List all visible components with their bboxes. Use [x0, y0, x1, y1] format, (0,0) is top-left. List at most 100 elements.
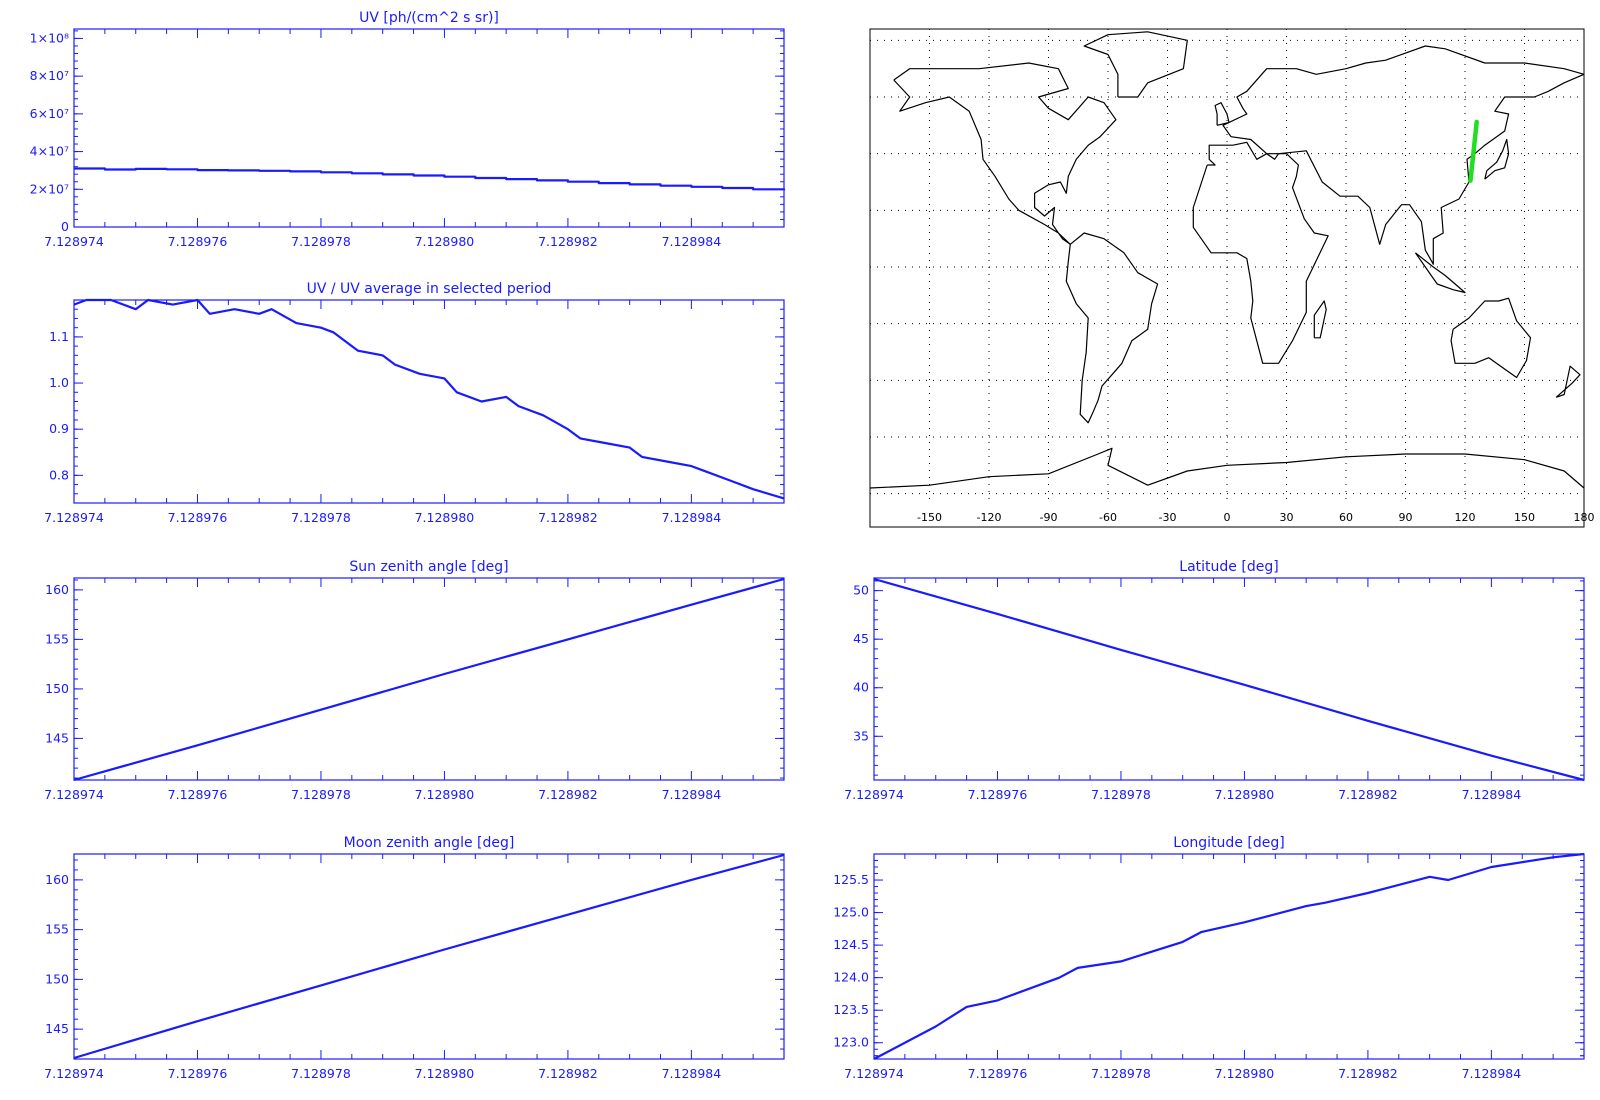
y-tick-label: 1×10⁸	[30, 30, 69, 45]
y-tick-label: 160	[45, 872, 69, 887]
chart-panel-lon: Longitude [deg] 7.128974 7.128976 7.128978 7…	[833, 835, 1585, 1081]
x-tick-label: 7.128984	[662, 234, 722, 249]
y-tick-label: 40	[853, 680, 869, 695]
x-tick-label: 7.128974	[844, 1066, 904, 1081]
plot-frame	[873, 577, 1585, 781]
x-tick-label: 7.128978	[291, 1066, 351, 1081]
x-tick-label: 7.128976	[968, 1066, 1028, 1081]
y-tick-label: 145	[45, 730, 69, 745]
map-lon-label: 120	[1455, 511, 1476, 524]
map-lon-label: 0	[1224, 511, 1231, 524]
map-lon-label: 90	[1399, 511, 1413, 524]
y-tick-label: 50	[853, 583, 869, 598]
x-tick-label: 7.128980	[415, 234, 475, 249]
x-tick-label: 7.128980	[1215, 1066, 1275, 1081]
y-tick-label: 45	[853, 631, 869, 646]
x-tick-label: 7.128984	[662, 510, 722, 525]
chart-panel-moon: Moon zenith angle [deg] 7.128974 7.128976 7…	[44, 835, 785, 1081]
y-tick-label: 1.0	[49, 375, 69, 390]
map-lon-label: -150	[917, 511, 942, 524]
map-lon-label: 150	[1514, 511, 1535, 524]
y-tick-label: 125.5	[833, 872, 869, 887]
chart-panel-lat: Latitude [deg] 7.128974 7.128976 7.128978 7.…	[844, 559, 1585, 802]
series-line	[73, 853, 785, 1060]
chart-title: UV [ph/(cm^2 s sr)]	[359, 10, 499, 26]
map-lon-label: -90	[1040, 511, 1058, 524]
chart-title: Moon zenith angle [deg]	[344, 835, 515, 851]
y-tick-label: 123.5	[833, 1002, 869, 1017]
x-tick-label: 7.128984	[1462, 787, 1522, 802]
chart-title: UV / UV average in selected period	[307, 281, 552, 297]
x-tick-label: 7.128978	[291, 510, 351, 525]
chart-title: Longitude [deg]	[1173, 835, 1284, 851]
chart-panel-uvratio: UV / UV average in selected period 7.1289…	[44, 281, 785, 525]
chart-panel-uv: UV [ph/(cm^2 s sr)] 7.128974 7.128976 7.128…	[30, 10, 786, 249]
map-lon-label: -60	[1099, 511, 1117, 524]
x-tick-label: 7.128974	[44, 787, 104, 802]
x-tick-label: 7.128982	[538, 1066, 598, 1081]
coastline-south-america	[1065, 232, 1159, 424]
chart-title: Sun zenith angle [deg]	[349, 559, 508, 575]
x-tick-label: 7.128976	[168, 510, 228, 525]
x-tick-label: 7.128984	[662, 787, 722, 802]
y-tick-label: 155	[45, 631, 69, 646]
y-tick-label: 160	[45, 582, 69, 597]
series-line	[873, 852, 1585, 1060]
plot-frame	[73, 28, 785, 228]
y-tick-label: 124.5	[833, 937, 869, 952]
x-tick-label: 7.128978	[291, 234, 351, 249]
x-tick-label: 7.128982	[538, 510, 598, 525]
x-tick-label: 7.128976	[168, 787, 228, 802]
x-tick-label: 7.128980	[415, 510, 475, 525]
x-tick-label: 7.128980	[1215, 787, 1275, 802]
y-tick-label: 150	[45, 681, 69, 696]
y-tick-label: 155	[45, 922, 69, 937]
coastline-indonesia	[1414, 252, 1466, 294]
x-tick-label: 7.128980	[415, 787, 475, 802]
map-lon-label: 180	[1574, 511, 1595, 524]
chart-panel-sun: Sun zenith angle [deg] 7.128974 7.128976 7.…	[44, 559, 785, 802]
satellite-ground-track	[1468, 119, 1479, 183]
y-tick-label: 124.0	[833, 970, 869, 985]
y-tick-label: 150	[45, 971, 69, 986]
x-tick-label: 7.128978	[291, 787, 351, 802]
map-lon-label: 60	[1339, 511, 1353, 524]
coastline-japan	[1484, 138, 1510, 180]
y-tick-label: 125.0	[833, 905, 869, 920]
coastline-north-america	[893, 62, 1117, 245]
series-line	[74, 167, 786, 191]
map-lon-label: -120	[977, 511, 1002, 524]
map-lon-label: 30	[1280, 511, 1294, 524]
x-tick-label: 7.128978	[1091, 1066, 1151, 1081]
coastline-eurasia-africa	[1192, 141, 1329, 364]
x-tick-label: 7.128984	[1462, 1066, 1522, 1081]
y-tick-label: 6×10⁷	[30, 106, 69, 121]
y-tick-label: 145	[45, 1021, 69, 1036]
series-line	[73, 298, 785, 500]
x-tick-label: 7.128978	[1091, 787, 1151, 802]
y-tick-label: 0.9	[49, 421, 69, 436]
x-tick-label: 7.128974	[44, 1066, 104, 1081]
x-tick-label: 7.128982	[1338, 787, 1398, 802]
x-tick-label: 7.128974	[44, 510, 104, 525]
plot-frame	[873, 853, 1585, 1060]
coastline-madagascar	[1313, 300, 1327, 339]
y-tick-label: 0.8	[49, 467, 69, 482]
series-line	[873, 577, 1585, 782]
chart-title: Latitude [deg]	[1179, 559, 1278, 575]
x-tick-label: 7.128982	[538, 234, 598, 249]
x-tick-label: 7.128976	[968, 787, 1028, 802]
plot-frame	[73, 853, 785, 1060]
x-tick-label: 7.128974	[844, 787, 904, 802]
x-tick-label: 7.128982	[1338, 1066, 1398, 1081]
series-line	[73, 577, 785, 782]
coastline-new-zealand	[1555, 365, 1581, 398]
coastline-australia	[1450, 297, 1532, 379]
x-tick-label: 7.128976	[168, 234, 228, 249]
y-tick-label: 8×10⁷	[30, 68, 69, 83]
coastline-great-britain	[1214, 102, 1230, 126]
world-map-panel: -150 -120 -90 -60 -30 0 30 60 90 120 150 180	[869, 28, 1595, 528]
y-tick-label: 123.0	[833, 1035, 869, 1050]
map-frame	[869, 28, 1585, 528]
